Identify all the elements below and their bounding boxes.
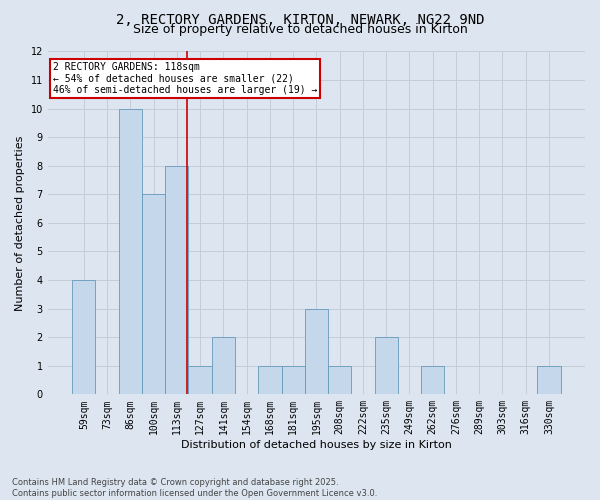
Bar (281, 366, 305, 394)
Bar (258, 366, 281, 394)
Text: Size of property relative to detached houses in Kirton: Size of property relative to detached ho… (133, 22, 467, 36)
Bar (119, 108, 142, 395)
Text: 2, RECTORY GARDENS, KIRTON, NEWARK, NG22 9ND: 2, RECTORY GARDENS, KIRTON, NEWARK, NG22… (116, 12, 484, 26)
X-axis label: Distribution of detached houses by size in Kirton: Distribution of detached houses by size … (181, 440, 452, 450)
Text: Contains HM Land Registry data © Crown copyright and database right 2025.
Contai: Contains HM Land Registry data © Crown c… (12, 478, 377, 498)
Y-axis label: Number of detached properties: Number of detached properties (15, 135, 25, 310)
Bar (165, 166, 188, 394)
Bar (538, 366, 560, 394)
Bar (212, 337, 235, 394)
Bar (421, 366, 445, 394)
Bar (374, 337, 398, 394)
Bar (142, 194, 165, 394)
Bar (328, 366, 351, 394)
Bar (305, 308, 328, 394)
Bar (72, 280, 95, 394)
Bar (188, 366, 212, 394)
Text: 2 RECTORY GARDENS: 118sqm
← 54% of detached houses are smaller (22)
46% of semi-: 2 RECTORY GARDENS: 118sqm ← 54% of detac… (53, 62, 317, 95)
